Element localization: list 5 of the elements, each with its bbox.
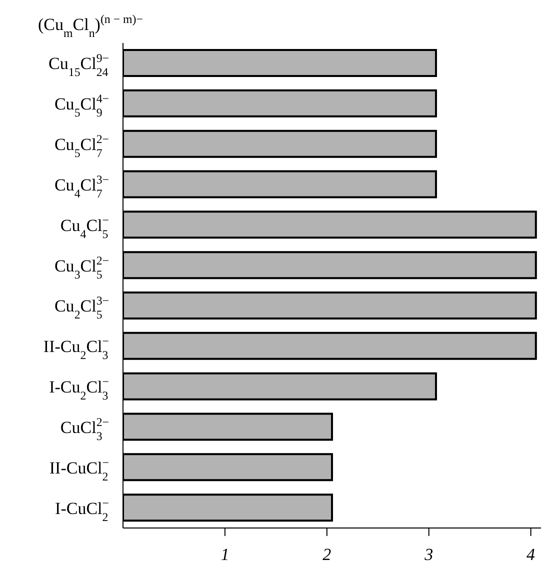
x-tick-label: 2 — [322, 545, 332, 564]
x-tick-label: 3 — [424, 545, 434, 564]
x-tick-label: 1 — [220, 545, 230, 564]
x-tick-label: 4 — [526, 545, 536, 564]
chart-title: (Cu$_{m}$Cl$_{n}$)$^{(n − m)−}$ — [38, 12, 144, 40]
